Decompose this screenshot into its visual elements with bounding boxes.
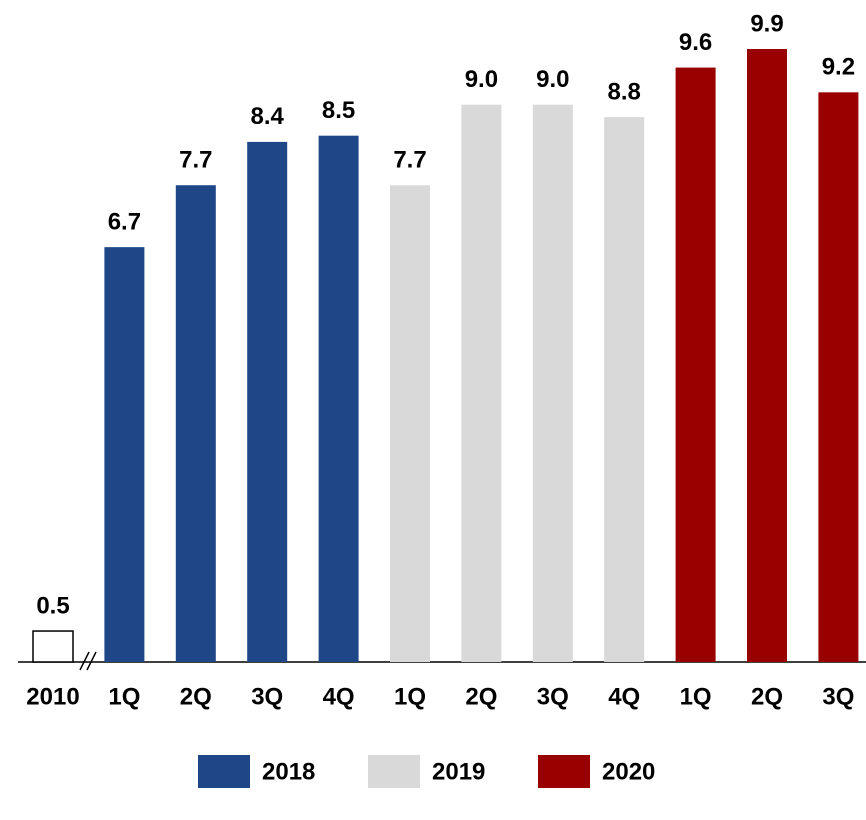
data-label: 7.7 xyxy=(393,147,426,174)
axis-break xyxy=(86,651,97,671)
x-tick-label: 1Q xyxy=(108,683,140,710)
bar xyxy=(604,117,645,663)
data-label: 8.4 xyxy=(251,103,285,130)
bar xyxy=(532,104,573,662)
data-label: 8.5 xyxy=(322,97,355,124)
bar xyxy=(318,135,359,662)
bar xyxy=(747,49,787,662)
x-tick-label: 3Q xyxy=(251,683,283,710)
x-tick-label: 2Q xyxy=(751,683,783,710)
bar xyxy=(104,247,145,662)
data-label: 8.8 xyxy=(608,78,641,105)
legend-swatch xyxy=(198,755,250,788)
x-tick-label: 1Q xyxy=(680,683,712,710)
x-tick-label: 4Q xyxy=(323,683,355,710)
bar xyxy=(818,92,859,662)
bar xyxy=(175,185,216,662)
legend-label: 2020 xyxy=(602,758,655,785)
legend-label: 2018 xyxy=(262,758,315,785)
legend-label: 2019 xyxy=(432,758,485,785)
axis-break xyxy=(79,651,90,671)
data-label: 9.9 xyxy=(750,10,783,37)
bar xyxy=(247,141,288,662)
legend-swatch xyxy=(538,755,590,788)
data-label: 9.6 xyxy=(679,29,712,56)
x-tick-label: 1Q xyxy=(394,683,426,710)
bar xyxy=(32,630,74,663)
data-label: 9.2 xyxy=(822,54,855,81)
bar xyxy=(675,67,716,663)
bar xyxy=(461,104,502,662)
bar xyxy=(390,185,430,662)
data-label: 0.5 xyxy=(36,592,69,619)
x-tick-label: 3Q xyxy=(537,683,569,710)
data-label: 9.0 xyxy=(465,66,498,93)
data-label: 9.0 xyxy=(536,66,569,93)
x-tick-label: 3Q xyxy=(822,683,854,710)
x-tick-label: 4Q xyxy=(608,683,640,710)
x-tick-label: 2010 xyxy=(26,683,79,710)
x-tick-label: 2Q xyxy=(180,683,212,710)
legend-swatch xyxy=(368,755,420,788)
data-label: 7.7 xyxy=(179,147,212,174)
x-tick-label: 2Q xyxy=(465,683,497,710)
data-label: 6.7 xyxy=(108,208,141,235)
